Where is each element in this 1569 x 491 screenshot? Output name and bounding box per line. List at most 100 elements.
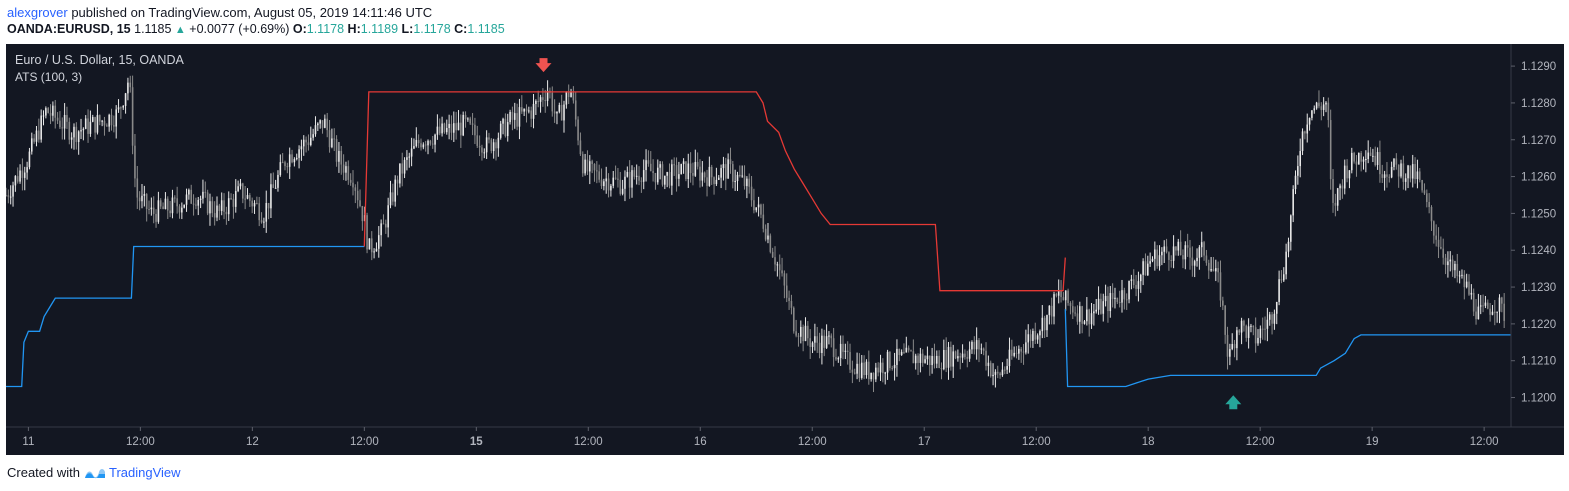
candle-body — [1104, 295, 1107, 302]
candle-body — [1214, 268, 1217, 272]
candle-body — [293, 159, 296, 163]
candle-body — [504, 118, 507, 137]
candle-body — [1451, 259, 1454, 271]
candle-body — [1081, 306, 1083, 324]
candle-body — [860, 362, 863, 378]
candle-body — [1388, 176, 1391, 178]
candle-body — [225, 211, 228, 215]
candle-body — [1416, 171, 1419, 180]
candle-body — [1069, 303, 1072, 307]
candle-body — [490, 139, 493, 152]
candle-body — [633, 170, 636, 177]
author-link[interactable]: alexgrover — [7, 5, 68, 20]
candle-body — [1407, 165, 1409, 179]
published-text: published on TradingView.com, August 05,… — [71, 5, 433, 20]
candle-body — [778, 264, 781, 271]
candle-body — [1109, 293, 1112, 312]
candle-body — [1282, 274, 1285, 281]
candle-body — [853, 372, 856, 374]
candle-body — [1032, 331, 1034, 341]
candle-body — [1325, 102, 1327, 105]
candle-body — [1294, 175, 1297, 190]
candle-body — [1243, 320, 1245, 326]
candle-body — [101, 120, 103, 122]
candle-body — [673, 164, 676, 166]
candle-body — [785, 285, 788, 298]
candle-body — [792, 307, 795, 332]
candle-body — [1018, 348, 1020, 354]
candle-body — [1064, 290, 1067, 301]
candle-body — [574, 100, 577, 120]
candle-body — [1046, 315, 1048, 331]
candle-body — [115, 109, 117, 127]
candle-body — [300, 146, 303, 150]
candle-body — [352, 182, 354, 188]
candle-body — [1090, 313, 1093, 325]
candle-body — [1057, 290, 1060, 296]
candle-body — [1299, 150, 1301, 167]
candle-body — [1426, 193, 1428, 203]
candle-body — [1048, 305, 1051, 316]
candle-body — [1379, 152, 1381, 175]
candle-body — [694, 161, 697, 176]
candle-body — [877, 367, 879, 373]
candle-body — [1259, 328, 1262, 338]
tradingview-link[interactable]: TradingView — [108, 465, 181, 480]
candle-body — [488, 137, 490, 140]
candle-body — [1376, 152, 1379, 166]
y-tick-label: 1.1260 — [1521, 172, 1556, 184]
candle-body — [706, 177, 708, 186]
candle-body — [1461, 274, 1463, 276]
candle-body — [846, 350, 849, 353]
candle-body — [286, 166, 289, 168]
candle-body — [326, 118, 329, 131]
candle-body — [113, 125, 115, 127]
candle-body — [434, 134, 436, 145]
candle-body — [497, 137, 500, 149]
candle-body — [1198, 247, 1201, 258]
candle-body — [342, 164, 345, 173]
candle-body — [1184, 245, 1187, 260]
candle-body — [1479, 305, 1482, 307]
candle-body — [1400, 163, 1402, 177]
candle-body — [1254, 327, 1257, 344]
candle-body — [474, 124, 476, 136]
candle-body — [188, 189, 190, 195]
candle-body — [788, 297, 790, 301]
y-tick-label: 1.1210 — [1521, 356, 1556, 368]
candle-body — [150, 207, 153, 210]
candle-body — [40, 115, 42, 140]
candle-body — [382, 223, 385, 225]
candle-body — [966, 357, 969, 359]
candle-body — [1290, 215, 1292, 242]
candle-body — [1172, 246, 1175, 261]
candle-body — [68, 121, 71, 140]
candle-body — [553, 111, 556, 114]
candle-body — [1320, 106, 1323, 110]
candle-body — [28, 151, 31, 168]
x-tick-label: 12:00 — [574, 436, 603, 448]
candle-body — [987, 362, 990, 366]
candle-body — [1477, 306, 1480, 320]
price-chart[interactable]: 1.1290 1.1280 1.1270 1.1260 1.1250 1.1240 1.12… — [6, 44, 1564, 455]
candle-body — [1470, 292, 1473, 295]
candle-body — [600, 179, 603, 187]
candle-body — [1336, 188, 1339, 206]
candle-body — [106, 125, 108, 127]
candle-body — [525, 108, 528, 112]
candle-body — [1423, 190, 1426, 194]
candle-body — [26, 167, 28, 173]
candle-body — [389, 192, 392, 206]
candle-body — [274, 187, 277, 189]
candle-body — [666, 172, 668, 176]
candle-body — [1275, 301, 1278, 314]
candle-body — [478, 145, 481, 148]
candle-body — [825, 336, 828, 348]
candle-body — [530, 110, 532, 119]
candle-body — [169, 210, 171, 214]
candle-body — [1430, 207, 1433, 222]
candle-body — [1503, 303, 1505, 321]
candle-body — [588, 161, 591, 172]
candle-body — [1163, 246, 1166, 252]
candle-body — [256, 202, 258, 204]
